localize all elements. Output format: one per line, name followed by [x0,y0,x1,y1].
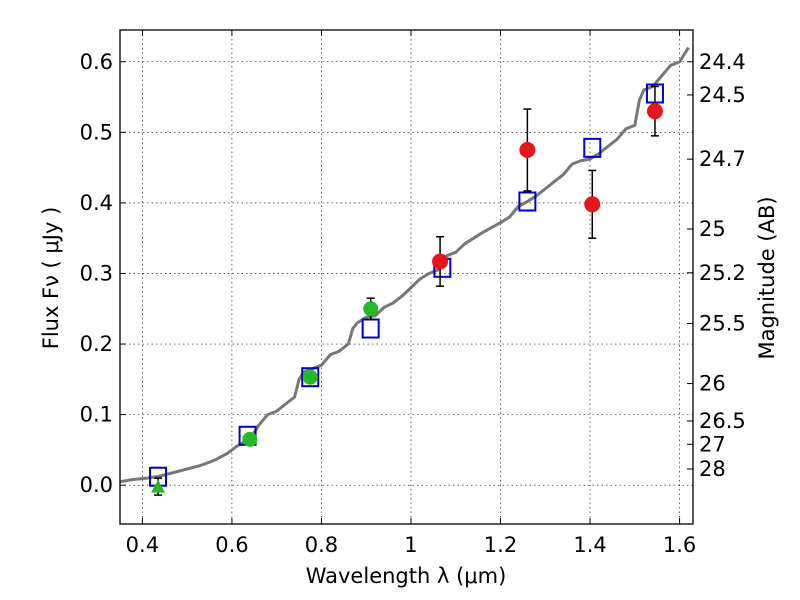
y2-tick-label: 24.7 [699,147,746,171]
y2-tick-label: 24.4 [699,50,746,74]
green-dot [363,301,379,317]
x-tick-label: 0.4 [126,533,159,557]
y-tick-label: 0.1 [80,403,113,427]
y-axis-title: Flux Fν ( μJy ) [39,207,63,350]
y-tick-label: 0.2 [80,332,113,356]
markers-layer [149,83,664,496]
grid-lines [120,30,693,524]
y2-tick-label: 28 [699,457,726,481]
y-tick-label: 0.0 [80,473,113,497]
model-square [361,318,380,339]
plot-frame [119,29,694,525]
spectrum-layer [119,46,690,484]
model-square [301,367,320,388]
y2-tick-label: 27 [699,432,726,456]
y-tick-label: 0.6 [80,50,113,74]
y-tick-label: 0.4 [80,191,113,215]
y2-tick-label: 25 [699,217,726,241]
y2-tick-label: 25.5 [699,312,746,336]
model-square [583,137,602,158]
green-dot [242,431,258,447]
y2-tick-label: 24.5 [699,83,746,107]
y-tick-label: 0.5 [80,120,113,144]
y2-tick-label: 26.5 [699,409,746,433]
y-tick-label: 0.3 [80,261,113,285]
red-dot [646,103,663,120]
red-dot [519,141,536,158]
red-dot [584,196,601,213]
x-axis-title: Wavelength λ (μm) [306,564,507,588]
y2-axis-title: Magnitude (AB) [755,196,779,359]
x-tick-label: 1.6 [663,533,696,557]
tick-marks: 0.4 0.6 0.8 1 1.2 1.4 1.6 0.0 0.1 0.2 0.3 0.4 0.5 0.6… [80,30,746,557]
spectrum-line [119,46,690,484]
red-dot [432,253,449,270]
x-tick-label: 1.2 [484,533,517,557]
green-triangle [151,479,166,493]
x-tick-label: 1 [404,533,417,557]
x-tick-label: 1.4 [573,533,606,557]
x-tick-label: 0.6 [215,533,248,557]
y2-tick-label: 25.2 [699,261,746,285]
y2-tick-label: 26 [699,372,726,396]
x-tick-label: 0.8 [305,533,338,557]
green-dot [302,369,318,385]
model-square [518,191,537,212]
